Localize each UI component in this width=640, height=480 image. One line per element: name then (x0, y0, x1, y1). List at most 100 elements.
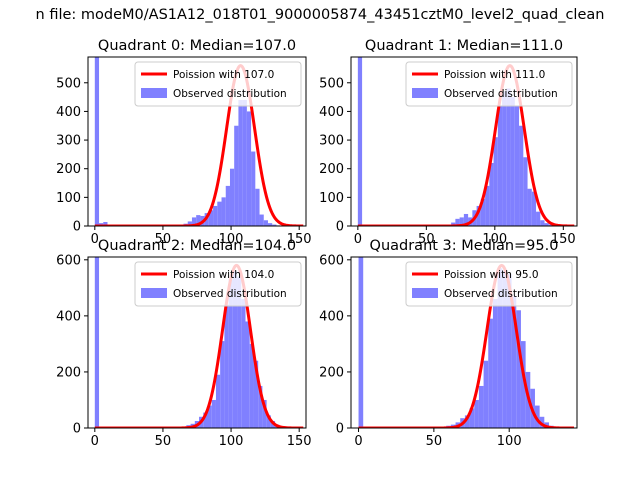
x-tick-label: 100 (219, 434, 244, 449)
histogram-bar (527, 188, 532, 226)
legend-bar-swatch (412, 288, 438, 298)
histogram-bar (548, 224, 554, 226)
histogram-bar (464, 415, 470, 428)
histogram-bar (483, 360, 489, 428)
histogram-bar (215, 374, 221, 428)
histogram-bar (220, 341, 225, 428)
histogram-bar (506, 273, 512, 428)
histogram-bar (502, 271, 507, 428)
quadrant-3-plot-area (357, 257, 575, 428)
poisson-curve (93, 263, 305, 428)
histogram-bar (229, 168, 235, 226)
y-tick-label: 200 (319, 365, 344, 380)
x-tick-label: 100 (482, 232, 507, 247)
histogram-bar (234, 125, 239, 226)
y-tick-label: 0 (73, 422, 81, 437)
histogram-bar (358, 257, 364, 428)
histogram-bar (506, 88, 511, 226)
legend-box (405, 61, 573, 107)
y-tick-label: 600 (319, 253, 344, 268)
histogram-bar (103, 221, 108, 226)
histogram-bar (469, 408, 475, 428)
histogram-bar (510, 97, 515, 226)
figure-title: n file: modeM0/AS1A12_018T01_9000005874_… (35, 7, 605, 23)
axes-frame (87, 56, 307, 227)
histogram-bar (237, 276, 242, 428)
x-tick-label: 50 (426, 434, 443, 449)
histogram-bar (455, 218, 460, 226)
y-tick-label: 300 (56, 134, 81, 149)
quadrant-3-title: Quadrant 3: Median=95.0 (370, 238, 559, 254)
histogram-bar (266, 415, 271, 428)
legend-bar-swatch (412, 88, 438, 98)
histogram-bar (241, 299, 246, 428)
y-tick-label: 400 (56, 309, 81, 324)
histogram-bar (207, 405, 212, 428)
histogram-bar (94, 257, 100, 428)
legend-bar-swatch (141, 88, 167, 98)
histogram-bar (258, 385, 263, 428)
quadrant-0-axes: 0 50 100 150 0 100 200 300 400 500 Quadrant 0: Med… (56, 38, 311, 247)
histogram-bar (534, 405, 540, 428)
histogram-bar (488, 318, 493, 428)
histogram-bar (263, 220, 268, 226)
legend-box (134, 261, 302, 307)
histogram-bar (516, 310, 521, 428)
histogram-bar (267, 223, 273, 226)
y-tick-label: 100 (56, 191, 81, 206)
legend-box (134, 61, 302, 107)
histogram-bar (502, 91, 507, 226)
legend-label-observed: Observed distribution (444, 88, 558, 100)
legend-label-observed: Observed distribution (173, 288, 287, 300)
histogram-bar (497, 268, 503, 428)
legend: Poission with 111.0 Observed distribution (405, 61, 573, 107)
histogram-bar (259, 214, 264, 226)
histogram-bar (272, 224, 277, 226)
histogram-bar (493, 137, 498, 226)
histogram-bar (539, 416, 545, 428)
histogram-bar (492, 299, 498, 428)
histogram-bar (463, 213, 469, 226)
histogram-bar (238, 99, 243, 226)
y-tick-label: 400 (319, 105, 344, 120)
x-tick-label: 100 (219, 232, 244, 247)
quadrant-0-plot-area (93, 57, 305, 226)
histogram-bar (191, 217, 197, 226)
y-tick-label: 0 (336, 220, 344, 235)
x-tick-label: 0 (354, 232, 362, 247)
histogram-bar (262, 399, 267, 428)
legend-label-poisson: Poission with 104.0 (173, 269, 274, 281)
histogram-bar (485, 185, 490, 226)
histogram-bar (246, 111, 252, 226)
histogram-bar (544, 223, 549, 226)
y-tick-label: 200 (56, 365, 81, 380)
legend: Poission with 104.0 Observed distribution (134, 261, 302, 307)
y-tick-label: 400 (319, 309, 344, 324)
histogram-bar (497, 105, 503, 226)
histogram-bar (203, 412, 208, 428)
legend-bar-swatch (141, 288, 167, 298)
x-tick-label: 50 (155, 434, 172, 449)
histogram-bar (540, 220, 545, 226)
histogram-bar (224, 304, 229, 428)
histogram-bar (255, 188, 260, 226)
histogram-bar (217, 201, 222, 226)
histogram-bar (459, 217, 464, 226)
quadrant-2-plot-area (93, 257, 305, 428)
poisson-curve (93, 64, 305, 226)
x-tick-label: 150 (287, 434, 312, 449)
histogram-bar (228, 279, 233, 428)
histogram-bar (536, 211, 541, 226)
histogram-bar (480, 198, 486, 226)
histogram-bar (187, 221, 192, 226)
histogram-bar (451, 222, 456, 226)
quadrant-1-plot-area (357, 57, 576, 226)
histogram-bar (211, 399, 216, 428)
histogram-bar (242, 99, 247, 226)
axes-frame (350, 256, 578, 429)
x-tick-label: 0 (354, 434, 362, 449)
legend-label-observed: Observed distribution (173, 88, 287, 100)
quadrant-1-axes: 0 50 100 150 0 100 200 300 400 500 Quadrant 1: Med… (319, 38, 578, 247)
quadrant-0-title: Quadrant 0: Median=107.0 (98, 38, 296, 54)
